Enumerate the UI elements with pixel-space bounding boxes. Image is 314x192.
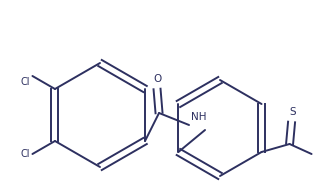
Text: Cl: Cl xyxy=(21,77,30,87)
Text: O: O xyxy=(153,74,161,84)
Text: NH: NH xyxy=(191,112,207,122)
Text: S: S xyxy=(289,107,296,117)
Text: Cl: Cl xyxy=(21,149,30,159)
